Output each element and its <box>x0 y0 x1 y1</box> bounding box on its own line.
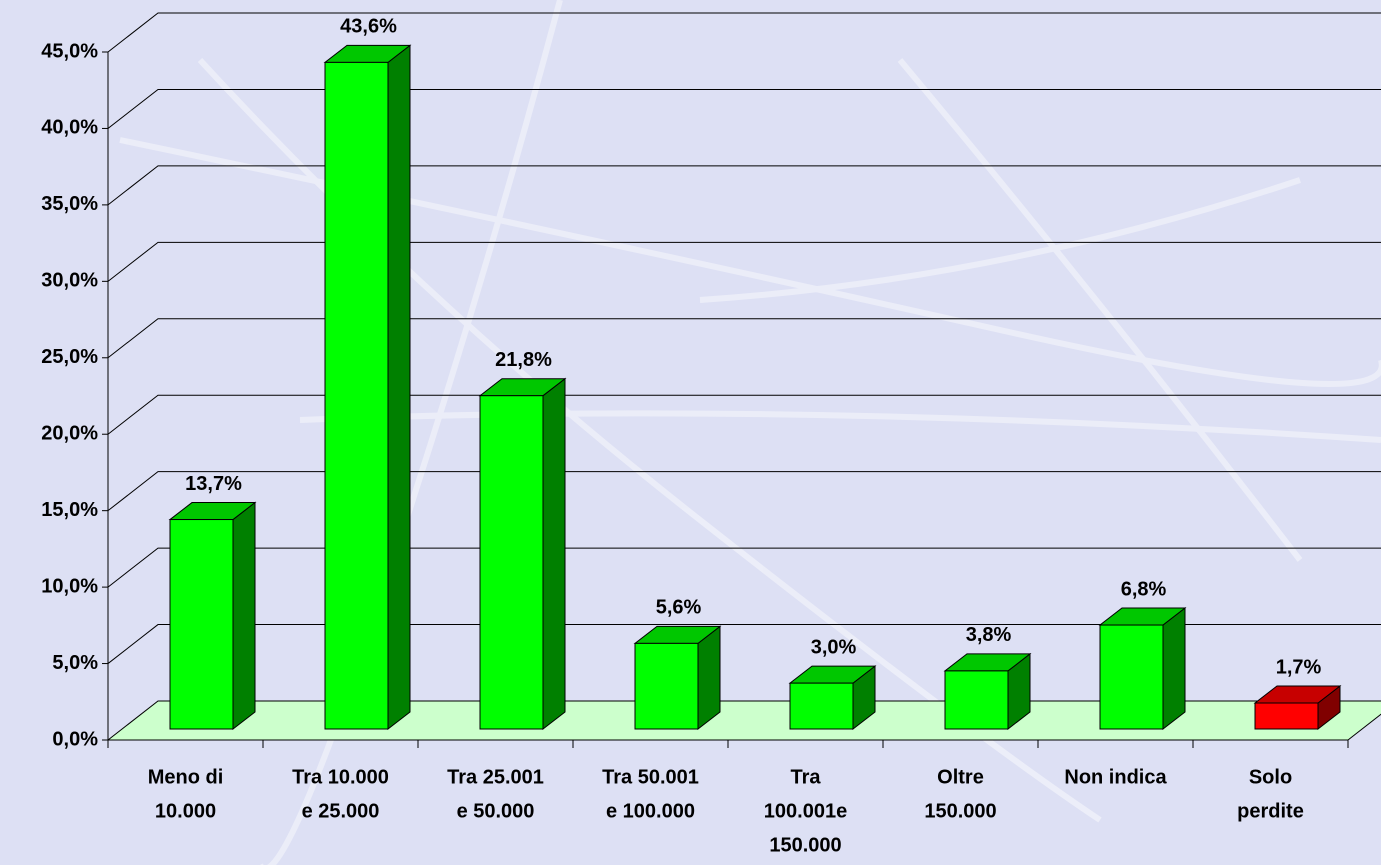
floor-edge <box>1347 713 1381 741</box>
x-tick-label: 150.000 <box>769 834 841 856</box>
x-tick-label: 100.001e <box>764 800 847 822</box>
x-tick-label: e 50.000 <box>457 800 535 822</box>
y-tick-label: 5,0% <box>52 652 98 674</box>
y-tick-label: 35,0% <box>41 193 98 215</box>
x-tick-label: Solo <box>1249 766 1292 788</box>
bar-front <box>944 670 1009 730</box>
grid-line <box>107 471 1381 512</box>
data-label: 3,0% <box>811 636 857 658</box>
bar <box>633 625 722 731</box>
bar <box>323 44 412 731</box>
grid-line <box>107 12 1381 53</box>
bar <box>788 665 877 731</box>
bar-front <box>789 682 854 730</box>
x-tick-label: 10.000 <box>155 800 216 822</box>
bar-side <box>1162 607 1186 731</box>
bar-front <box>1254 702 1319 730</box>
grid-line <box>107 241 1381 282</box>
grid-line <box>107 165 1381 206</box>
grid-line <box>107 624 1381 664</box>
x-tick-label: Tra <box>790 766 821 788</box>
grid-line <box>107 394 1381 435</box>
bar-front <box>634 642 699 730</box>
x-tick-label: Meno di <box>148 766 224 788</box>
bar <box>478 377 567 731</box>
y-tick-label: 0,0% <box>52 728 98 750</box>
x-tick-label: e 25.000 <box>302 800 380 822</box>
y-tick-label: 30,0% <box>41 270 98 292</box>
data-label: 21,8% <box>495 349 552 371</box>
data-label: 13,7% <box>185 473 242 495</box>
x-tick-label: Oltre <box>937 766 984 788</box>
bar-side <box>232 501 256 731</box>
y-tick-label: 25,0% <box>41 346 98 368</box>
x-tick-label: 150.000 <box>924 800 996 822</box>
x-tick-label: e 100.000 <box>606 800 695 822</box>
bar-front <box>1099 624 1164 730</box>
bar <box>1098 607 1187 731</box>
x-tick-label: Tra 10.000 <box>292 766 389 788</box>
bar-front <box>169 519 234 730</box>
bar-front <box>479 395 544 730</box>
bar-side <box>542 377 566 731</box>
x-tick-label: Tra 25.001 <box>447 766 544 788</box>
bar <box>168 501 257 731</box>
data-label: 6,8% <box>1121 578 1167 600</box>
grid-line <box>107 88 1381 129</box>
bar <box>943 652 1032 731</box>
grid-line <box>107 547 1381 588</box>
bar-front <box>324 61 389 730</box>
bar <box>1253 684 1342 731</box>
y-tick-label: 15,0% <box>41 499 98 521</box>
x-tick-label: Non indica <box>1064 766 1167 788</box>
data-label: 5,6% <box>656 597 702 619</box>
data-label: 1,7% <box>1276 656 1322 678</box>
y-tick-label: 45,0% <box>41 40 98 62</box>
y-tick-label: 20,0% <box>41 423 98 445</box>
floor <box>108 701 1381 740</box>
y-tick-label: 40,0% <box>41 117 98 139</box>
data-label: 43,6% <box>340 16 397 38</box>
x-tick-label: perdite <box>1237 800 1304 822</box>
bar-side <box>387 44 411 731</box>
x-tick-label: Tra 50.001 <box>602 766 699 788</box>
grid-line <box>107 318 1381 359</box>
bar-side <box>697 625 721 731</box>
y-tick-label: 10,0% <box>41 575 98 597</box>
data-label: 3,8% <box>966 624 1012 646</box>
